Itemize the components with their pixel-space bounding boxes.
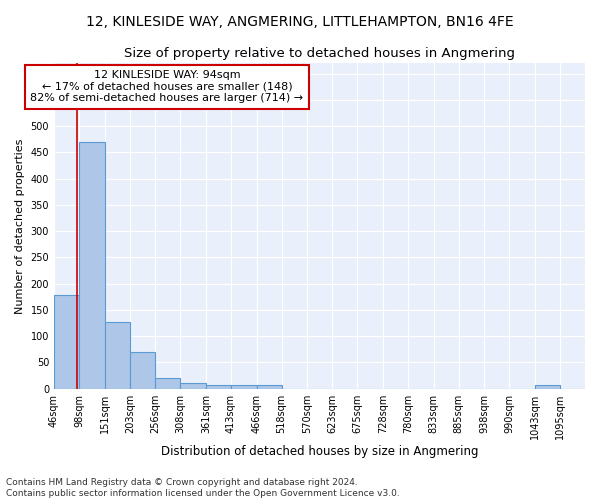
Bar bbox=[104, 322, 130, 388]
Text: Contains HM Land Registry data © Crown copyright and database right 2024.
Contai: Contains HM Land Registry data © Crown c… bbox=[6, 478, 400, 498]
Bar bbox=[231, 385, 257, 388]
Bar bbox=[206, 384, 231, 388]
Bar bbox=[54, 295, 79, 388]
Y-axis label: Number of detached properties: Number of detached properties bbox=[15, 138, 25, 314]
Title: Size of property relative to detached houses in Angmering: Size of property relative to detached ho… bbox=[124, 48, 515, 60]
Bar bbox=[181, 384, 206, 388]
Text: 12 KINLESIDE WAY: 94sqm
← 17% of detached houses are smaller (148)
82% of semi-d: 12 KINLESIDE WAY: 94sqm ← 17% of detache… bbox=[31, 70, 304, 103]
Bar bbox=[535, 384, 560, 388]
Bar bbox=[130, 352, 155, 389]
X-axis label: Distribution of detached houses by size in Angmering: Distribution of detached houses by size … bbox=[161, 444, 478, 458]
Bar bbox=[257, 384, 281, 388]
Bar bbox=[79, 142, 104, 388]
Text: 12, KINLESIDE WAY, ANGMERING, LITTLEHAMPTON, BN16 4FE: 12, KINLESIDE WAY, ANGMERING, LITTLEHAMP… bbox=[86, 15, 514, 29]
Bar bbox=[155, 378, 181, 388]
